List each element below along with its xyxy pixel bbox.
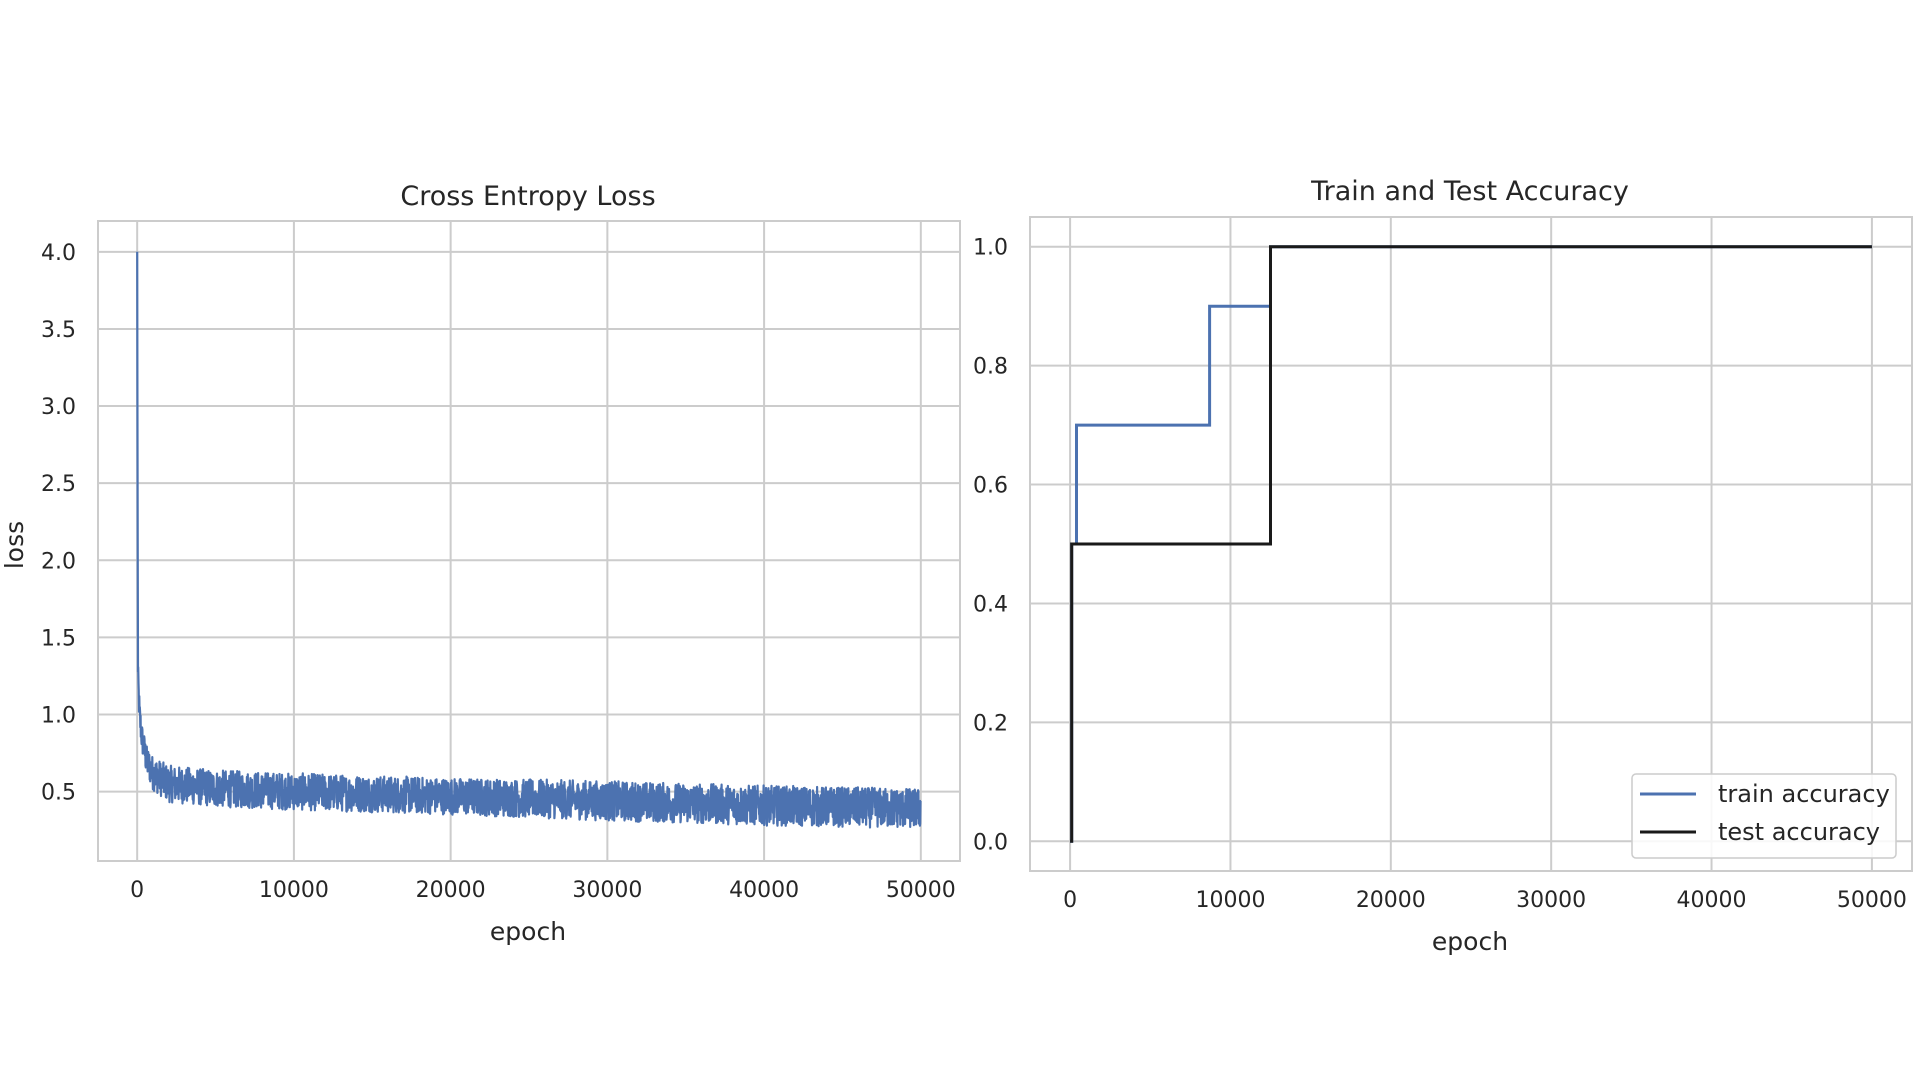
accuracy-axes-frame	[1029, 216, 1913, 872]
loss-x-tick-label: 50000	[886, 878, 956, 903]
loss-tick-labels: 0 10000 20000 30000 40000 50000 0.5 1.0 1.5 2.0 2.…	[41, 241, 956, 903]
loss-series-line	[136, 251, 922, 829]
accuracy-x-tick-label: 30000	[1516, 888, 1586, 913]
accuracy-y-tick-label: 0.4	[973, 592, 1008, 617]
accuracy-test-accuracy-line	[1070, 245, 1872, 843]
accuracy-x-tick-label: 50000	[1837, 888, 1907, 913]
loss-chart: Cross Entropy Loss 0 10000 20000 30000 40000…	[0, 181, 961, 946]
loss-x-tick-label: 0	[130, 878, 144, 903]
accuracy-chart: Train and Test Accuracy 0 10000 20000 30000…	[973, 176, 1913, 956]
loss-x-tick-label: 30000	[572, 878, 642, 903]
accuracy-legend: train accuracy test accuracy	[1631, 773, 1897, 859]
loss-y-tick-label: 3.0	[41, 395, 76, 420]
accuracy-y-tick-label: 0.6	[973, 474, 1008, 499]
loss-y-tick-label: 2.5	[41, 472, 76, 497]
accuracy-y-tick-label: 1.0	[973, 236, 1008, 261]
legend-label-test: test accuracy	[1718, 818, 1880, 846]
accuracy-x-tick-label: 20000	[1356, 888, 1426, 913]
loss-y-tick-label: 0.5	[41, 781, 76, 806]
legend-box	[1631, 773, 1897, 859]
loss-y-axis-label: loss	[0, 521, 29, 569]
loss-y-tick-label: 2.0	[41, 549, 76, 574]
loss-chart-title: Cross Entropy Loss	[400, 181, 655, 212]
loss-x-tick-label: 20000	[416, 878, 486, 903]
legend-label-train: train accuracy	[1718, 780, 1890, 808]
loss-plot-area	[136, 251, 922, 829]
accuracy-y-tick-label: 0.0	[973, 830, 1008, 855]
accuracy-y-tick-label: 0.8	[973, 355, 1008, 380]
accuracy-plot-area	[1070, 245, 1872, 843]
accuracy-x-axis-label: epoch	[1432, 927, 1508, 956]
loss-axes-frame	[97, 220, 961, 862]
accuracy-x-tick-label: 40000	[1677, 888, 1747, 913]
accuracy-x-tick-label: 10000	[1195, 888, 1265, 913]
loss-y-tick-label: 3.5	[41, 318, 76, 343]
accuracy-chart-title: Train and Test Accuracy	[1310, 176, 1629, 207]
loss-x-tick-label: 40000	[729, 878, 799, 903]
accuracy-y-tick-label: 0.2	[973, 711, 1008, 736]
accuracy-tick-labels: 0 10000 20000 30000 40000 50000 0.0 0.2 0.4 0.6 0.…	[973, 236, 1907, 913]
loss-y-tick-label: 4.0	[41, 241, 76, 266]
accuracy-x-tick-label: 0	[1063, 888, 1077, 913]
loss-y-tick-label: 1.5	[41, 626, 76, 651]
loss-y-tick-label: 1.0	[41, 703, 76, 728]
loss-x-tick-label: 10000	[259, 878, 329, 903]
loss-x-axis-label: epoch	[490, 917, 566, 946]
